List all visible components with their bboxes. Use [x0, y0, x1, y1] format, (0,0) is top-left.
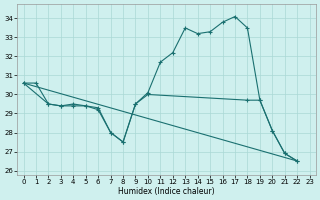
X-axis label: Humidex (Indice chaleur): Humidex (Indice chaleur) [118, 187, 215, 196]
